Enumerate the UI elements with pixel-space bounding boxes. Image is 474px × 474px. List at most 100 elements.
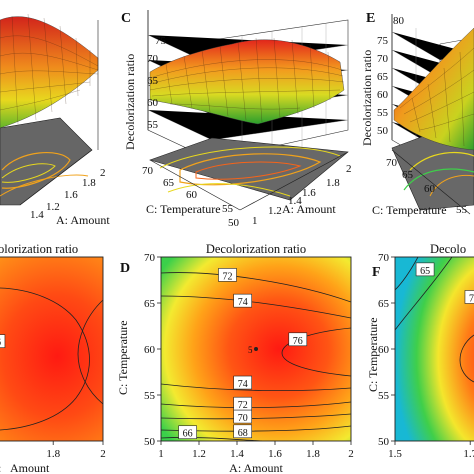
z-tick-label: 60: [377, 89, 389, 101]
surface-floor: [149, 137, 349, 201]
contour-label-box: [233, 409, 252, 424]
contour-panel-f: Decolo F 65 70 50 55 60 65 70 1.5 1.7 C: Tempe…: [366, 242, 474, 460]
y-tick-label: 65: [378, 298, 390, 310]
contour-label: 68: [238, 428, 248, 439]
y-tick-layer: 50 55 60 65 70: [144, 252, 161, 448]
contour-label-layer: 72 74 76 74 72 70 68 66: [178, 268, 308, 440]
plot-frame: [0, 256, 104, 442]
y-axis-line: [391, 149, 471, 215]
surface-mesh: [149, 37, 345, 123]
z-tick-label: 60: [147, 97, 159, 109]
x-tick-label: 2: [100, 167, 106, 179]
floor-contour: [167, 183, 291, 197]
surface-mesh: [399, 47, 474, 147]
x-tick-label: 1.7: [463, 448, 474, 460]
contour-label: 74: [238, 297, 248, 308]
panel-letter: D: [120, 261, 130, 276]
plot-title: olorization ratio: [0, 242, 78, 256]
y-axis-label: C: Temperature: [116, 320, 130, 395]
contour-lines: [0, 287, 103, 431]
y-tick-label: 60: [186, 189, 198, 201]
contour-label: 70: [469, 293, 474, 304]
x-tick-label: 1.8: [306, 448, 320, 460]
heat-field: [0, 257, 103, 441]
x-tick-label: 1.8: [46, 448, 60, 460]
y-axis-label: C: Temperature: [366, 317, 380, 392]
floor-contour: [1, 163, 56, 183]
x-tick-layer: 1 1.2 1.4 1.6 1.8 2: [158, 441, 354, 460]
x-tick-labels: 2 1.8 1.6 1.4 1.2 1: [252, 163, 352, 227]
contour-label: 65: [420, 266, 430, 277]
z-tick-label: 70: [147, 53, 159, 65]
z-tick-label: 70: [377, 53, 389, 65]
center-point-layer: 5: [248, 345, 258, 355]
x-axis-label: A: Amount: [282, 202, 336, 216]
y-tick-layer: 50 55 60 65 70: [378, 252, 395, 448]
z-tick-labels: 75 70 65 60 55: [147, 35, 167, 131]
y-tick-label: 55: [378, 390, 390, 402]
x-tick-label: 1.8: [326, 177, 340, 189]
floor-contour: [159, 146, 341, 169]
y-tick-label: 65: [402, 169, 414, 181]
x-tick-label: 1: [158, 448, 164, 460]
x-axis-line: [19, 149, 93, 206]
design-center-point: [254, 347, 258, 351]
floor-contour: [403, 168, 474, 191]
x-axis-label-prefix: :: [0, 461, 1, 474]
y-tick-label: 70: [386, 157, 398, 169]
x-axis-label: A: Amount: [229, 461, 283, 474]
x-tick-label: 1.2: [192, 448, 206, 460]
contour-panel-d: Decolorization ratio D 7274767472706866 …: [116, 242, 354, 474]
z-tick-label: 55: [377, 107, 389, 119]
contour-label-box: [218, 268, 237, 282]
x-tick-layer: 1.5 1.7: [388, 441, 474, 460]
x-tick-label: 1.6: [268, 448, 282, 460]
y-tick-label: 60: [424, 183, 436, 195]
contour-label-box: [233, 424, 252, 439]
y-tick-label: 55: [456, 204, 468, 216]
response-surface: [149, 39, 345, 125]
y-tick-labels: 70 65 60 55 50: [142, 165, 240, 229]
contour-label: 76: [0, 338, 1, 349]
panel-letter: C: [121, 11, 131, 26]
response-surface: [0, 16, 99, 129]
contour-label-box: [233, 375, 252, 390]
center-point-count: 5: [248, 345, 253, 355]
contour-label-box: [415, 262, 435, 277]
x-tick-label: 1.2: [268, 205, 282, 217]
contour-label: 66: [183, 429, 193, 440]
x-tick-layer: 1.8 2: [46, 441, 106, 460]
response-surface: [393, 27, 474, 151]
x-axis-label: A: Amount: [56, 213, 110, 227]
z-axis-label: Decolorization ratio: [360, 50, 374, 146]
x-tick-label: 1.8: [82, 177, 96, 189]
z-tick-label: 75: [377, 35, 389, 47]
floor-contour: [429, 174, 474, 197]
z-tick-label: 65: [147, 75, 159, 87]
floor-contour: [409, 151, 474, 171]
floor-contour: [1, 151, 71, 189]
floor-contour: [179, 153, 322, 186]
x-tick-label: 1.2: [46, 201, 60, 213]
z-tick-label: 55: [147, 119, 159, 131]
surface-panel-e: E 80 75 70 65 60 55 50 Decolorizati: [360, 11, 474, 217]
y-tick-label: 50: [228, 217, 240, 229]
y-tick-label: 55: [222, 203, 234, 215]
floor-contour: [195, 161, 302, 180]
z-tick-label: 75: [155, 35, 167, 47]
surface-panel-c: C 75 70 65 60 55: [121, 10, 352, 229]
x-axis-line: [239, 151, 349, 211]
y-tick-label: 60: [378, 344, 390, 356]
heat-field: [395, 257, 474, 441]
surface-floor: [0, 117, 93, 206]
panel-letter: F: [372, 265, 381, 280]
x-tick-label: 1.6: [302, 187, 316, 199]
x-tick-label: 2: [346, 163, 352, 175]
contour-label: 70: [238, 413, 248, 424]
contour-lines: [395, 257, 474, 383]
x-tick-label: 1.4: [230, 448, 244, 460]
plot-title: Decolo: [430, 242, 466, 256]
contour-label-layer: 65 70: [415, 262, 474, 304]
